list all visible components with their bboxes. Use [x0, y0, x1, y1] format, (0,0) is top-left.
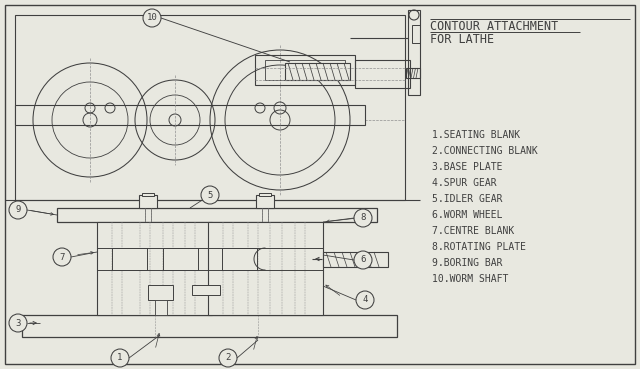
Text: 5: 5 [207, 190, 212, 200]
Circle shape [356, 291, 374, 309]
Text: 8: 8 [360, 214, 365, 223]
Circle shape [111, 349, 129, 367]
Bar [155, 300, 167, 315]
Bar [139, 195, 157, 208]
Bar [406, 68, 420, 78]
Circle shape [143, 9, 161, 27]
Circle shape [354, 251, 372, 269]
Bar [355, 60, 410, 88]
Text: 3.BASE PLATE: 3.BASE PLATE [432, 162, 502, 172]
Bar [97, 222, 212, 315]
Bar [265, 60, 345, 80]
Bar [192, 285, 220, 295]
Text: 7.CENTRE BLANK: 7.CENTRE BLANK [432, 226, 515, 236]
Circle shape [201, 186, 219, 204]
Bar [15, 15, 405, 200]
Text: 3: 3 [15, 318, 20, 328]
Text: 2.CONNECTING BLANK: 2.CONNECTING BLANK [432, 146, 538, 156]
Text: FOR LATHE: FOR LATHE [430, 33, 494, 46]
Text: 2: 2 [225, 354, 230, 362]
Bar [259, 193, 271, 196]
Text: 6: 6 [360, 255, 365, 265]
Bar [323, 252, 388, 267]
Text: 6.WORM WHEEL: 6.WORM WHEEL [432, 210, 502, 220]
Text: 8.ROTATING PLATE: 8.ROTATING PLATE [432, 242, 526, 252]
Bar [57, 208, 377, 222]
Bar [22, 315, 397, 337]
Text: 10: 10 [147, 14, 157, 23]
Text: 9.BORING BAR: 9.BORING BAR [432, 258, 502, 268]
Bar [208, 222, 323, 315]
Text: 5.IDLER GEAR: 5.IDLER GEAR [432, 194, 502, 204]
Text: 9: 9 [15, 206, 20, 214]
Circle shape [9, 201, 27, 219]
Bar [256, 195, 274, 208]
Circle shape [354, 209, 372, 227]
Text: 7: 7 [60, 252, 65, 262]
Text: 10.WORM SHAFT: 10.WORM SHAFT [432, 274, 508, 284]
Text: 1.SEATING BLANK: 1.SEATING BLANK [432, 130, 520, 140]
Bar [285, 63, 350, 80]
Bar [112, 248, 147, 270]
Bar [163, 248, 198, 270]
Circle shape [219, 349, 237, 367]
Bar [412, 25, 420, 43]
Bar [148, 285, 173, 300]
Circle shape [9, 314, 27, 332]
Circle shape [53, 248, 71, 266]
Bar [408, 10, 420, 95]
Bar [222, 248, 257, 270]
Bar [255, 55, 355, 85]
Bar [142, 193, 154, 196]
Text: 4: 4 [362, 296, 368, 304]
Bar [15, 105, 365, 125]
Text: 1: 1 [117, 354, 123, 362]
Text: 4.SPUR GEAR: 4.SPUR GEAR [432, 178, 497, 188]
Text: CONTOUR ATTACHMENT: CONTOUR ATTACHMENT [430, 20, 558, 33]
